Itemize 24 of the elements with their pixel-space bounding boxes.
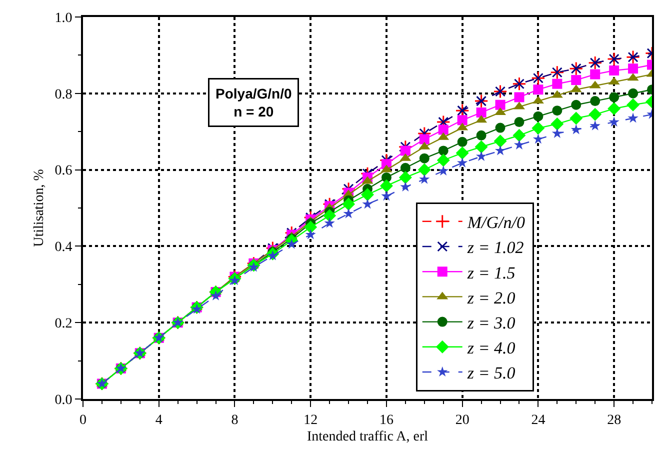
y-tick-label: 0.6 [54, 164, 72, 179]
x-tick-label: 12 [304, 412, 318, 428]
x-tick-label: 20 [455, 412, 470, 428]
legend-label: z = 1.02 [466, 238, 524, 258]
legend-label: z = 5.0 [466, 364, 516, 383]
x-tick-label: 24 [531, 412, 546, 428]
y-tick-label: 0.4 [54, 240, 72, 256]
y-tick-label: 0.0 [54, 392, 72, 408]
x-tick-label: 4 [155, 412, 162, 428]
y-tick-label: 1.0 [54, 10, 72, 26]
legend-label: z = 2.0 [466, 288, 516, 308]
y-tick-label: 0.2 [54, 316, 72, 332]
x-tick-label: 28 [607, 412, 622, 428]
legend-label: M/G/n/0 [466, 213, 526, 232]
y-tick-label: 0.8 [54, 87, 72, 102]
legend-label: z = 3.0 [466, 313, 516, 332]
x-tick-label: 16 [379, 412, 394, 428]
x-tick-label: 0 [80, 412, 86, 428]
annotation: Polya/G/n/0 n = 20 [216, 86, 292, 120]
legend-label: z = 4.0 [466, 338, 516, 358]
x-tick-label: 8 [231, 412, 238, 428]
x-axis-title: Intended traffic A, erl [306, 430, 428, 445]
y-axis-title: Utilisation, % [32, 168, 47, 247]
legend-label: z = 1.5 [466, 263, 516, 282]
